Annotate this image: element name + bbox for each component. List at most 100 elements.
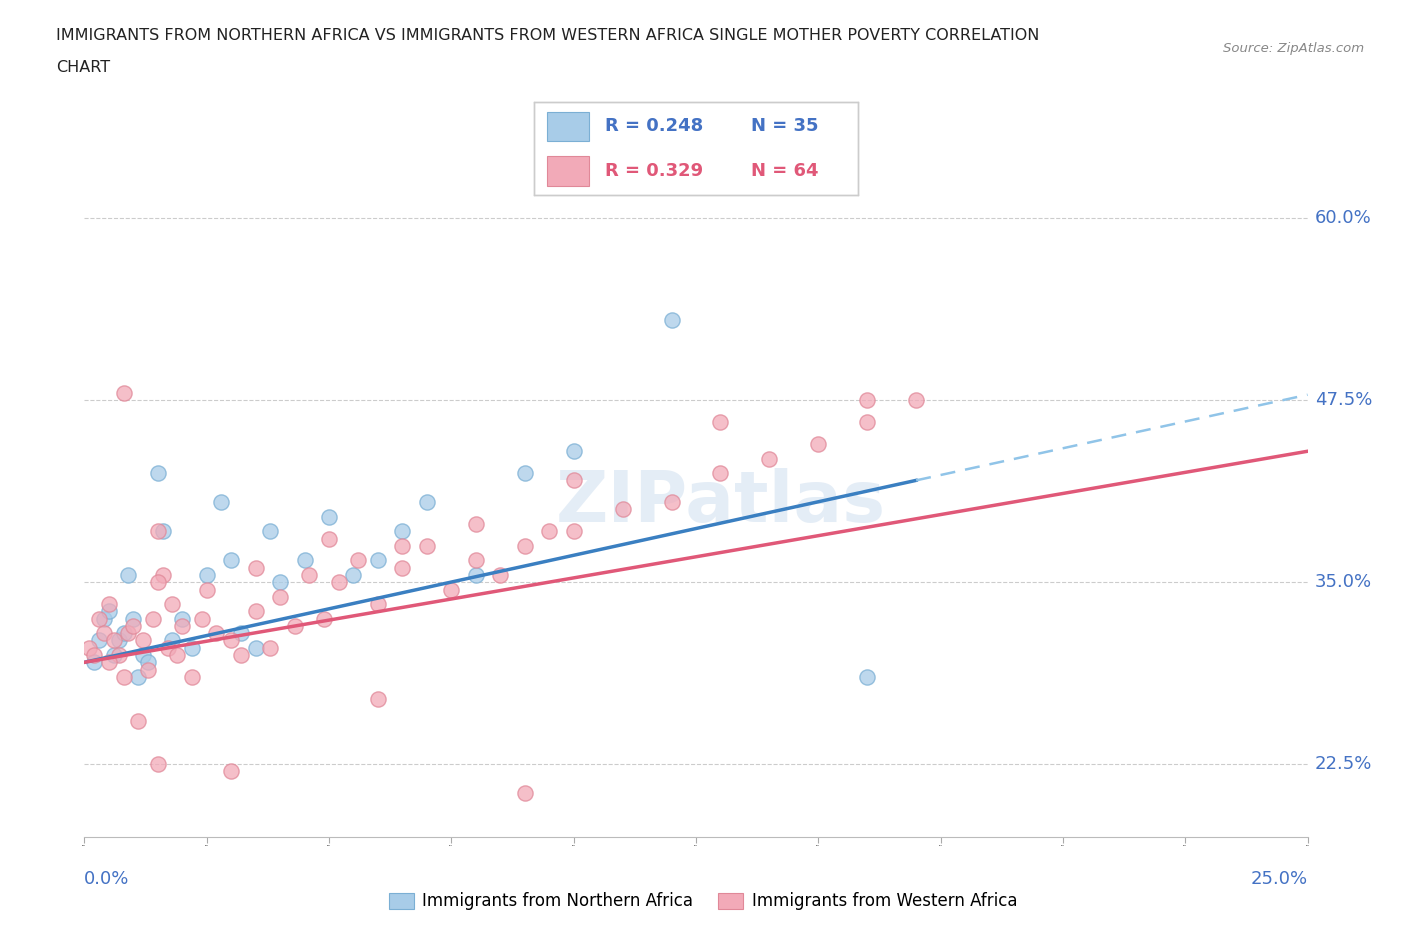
- Point: [93, 626, 115, 641]
- Point: [298, 567, 321, 582]
- FancyBboxPatch shape: [547, 112, 589, 141]
- Point: [117, 567, 139, 582]
- Point: [807, 436, 830, 451]
- Point: [166, 647, 188, 662]
- Point: [856, 392, 879, 407]
- Point: [294, 553, 316, 568]
- Point: [513, 538, 536, 553]
- Point: [195, 582, 218, 597]
- Point: [77, 641, 100, 656]
- Point: [136, 655, 159, 670]
- Point: [156, 641, 179, 656]
- Point: [107, 647, 129, 662]
- Point: [83, 647, 105, 662]
- Text: 25.0%: 25.0%: [1250, 870, 1308, 888]
- Point: [103, 647, 125, 662]
- Point: [612, 502, 634, 517]
- Point: [856, 670, 879, 684]
- Point: [195, 567, 218, 582]
- Text: IMMIGRANTS FROM NORTHERN AFRICA VS IMMIGRANTS FROM WESTERN AFRICA SINGLE MOTHER : IMMIGRANTS FROM NORTHERN AFRICA VS IMMIG…: [56, 28, 1039, 43]
- Point: [661, 312, 683, 327]
- Point: [146, 575, 169, 590]
- Point: [146, 466, 169, 481]
- Point: [132, 647, 155, 662]
- Point: [856, 415, 879, 430]
- Point: [87, 611, 110, 626]
- Text: CHART: CHART: [56, 60, 110, 75]
- Point: [328, 575, 350, 590]
- Point: [245, 641, 267, 656]
- Point: [562, 473, 585, 488]
- Point: [269, 590, 291, 604]
- Point: [219, 633, 242, 648]
- Point: [269, 575, 291, 590]
- Point: [103, 633, 125, 648]
- Point: [661, 495, 683, 510]
- Point: [162, 597, 184, 612]
- Point: [146, 757, 169, 772]
- Point: [181, 670, 204, 684]
- Point: [245, 560, 267, 575]
- Point: [122, 618, 145, 633]
- Point: [367, 597, 389, 612]
- Point: [318, 510, 340, 525]
- Point: [181, 641, 204, 656]
- Text: 22.5%: 22.5%: [1315, 755, 1372, 773]
- Text: ZIPatlas: ZIPatlas: [555, 468, 886, 537]
- Point: [146, 524, 169, 538]
- Text: 35.0%: 35.0%: [1315, 573, 1372, 591]
- Point: [347, 553, 370, 568]
- Point: [122, 611, 145, 626]
- Point: [416, 538, 439, 553]
- Text: R = 0.329: R = 0.329: [606, 162, 703, 180]
- Point: [209, 495, 232, 510]
- Point: [93, 611, 115, 626]
- Point: [367, 553, 389, 568]
- Point: [229, 626, 252, 641]
- Point: [464, 567, 486, 582]
- Point: [97, 604, 120, 618]
- Text: Source: ZipAtlas.com: Source: ZipAtlas.com: [1223, 42, 1364, 55]
- Point: [391, 524, 413, 538]
- Point: [314, 611, 336, 626]
- Point: [205, 626, 228, 641]
- Point: [440, 582, 463, 597]
- Point: [83, 655, 105, 670]
- Text: 0.0%: 0.0%: [84, 870, 129, 888]
- Point: [709, 466, 731, 481]
- Point: [112, 386, 135, 401]
- Point: [758, 451, 780, 466]
- Point: [127, 670, 149, 684]
- Point: [162, 633, 184, 648]
- Point: [391, 538, 413, 553]
- Point: [259, 524, 281, 538]
- Point: [142, 611, 165, 626]
- FancyBboxPatch shape: [547, 156, 589, 186]
- Point: [513, 786, 536, 801]
- Legend: Immigrants from Northern Africa, Immigrants from Western Africa: Immigrants from Northern Africa, Immigra…: [382, 885, 1024, 917]
- Point: [219, 553, 242, 568]
- Text: 47.5%: 47.5%: [1315, 392, 1372, 409]
- Text: N = 64: N = 64: [751, 162, 818, 180]
- Point: [318, 531, 340, 546]
- Point: [562, 444, 585, 458]
- Point: [87, 633, 110, 648]
- Point: [132, 633, 155, 648]
- Point: [259, 641, 281, 656]
- Point: [513, 466, 536, 481]
- Point: [191, 611, 214, 626]
- Point: [112, 626, 135, 641]
- Point: [152, 524, 174, 538]
- Point: [219, 764, 242, 779]
- Point: [107, 633, 129, 648]
- Point: [489, 567, 512, 582]
- Point: [152, 567, 174, 582]
- Text: 60.0%: 60.0%: [1315, 209, 1371, 227]
- Point: [391, 560, 413, 575]
- Point: [245, 604, 267, 618]
- Point: [342, 567, 364, 582]
- Point: [709, 415, 731, 430]
- Point: [127, 713, 149, 728]
- Point: [172, 611, 194, 626]
- Point: [229, 647, 252, 662]
